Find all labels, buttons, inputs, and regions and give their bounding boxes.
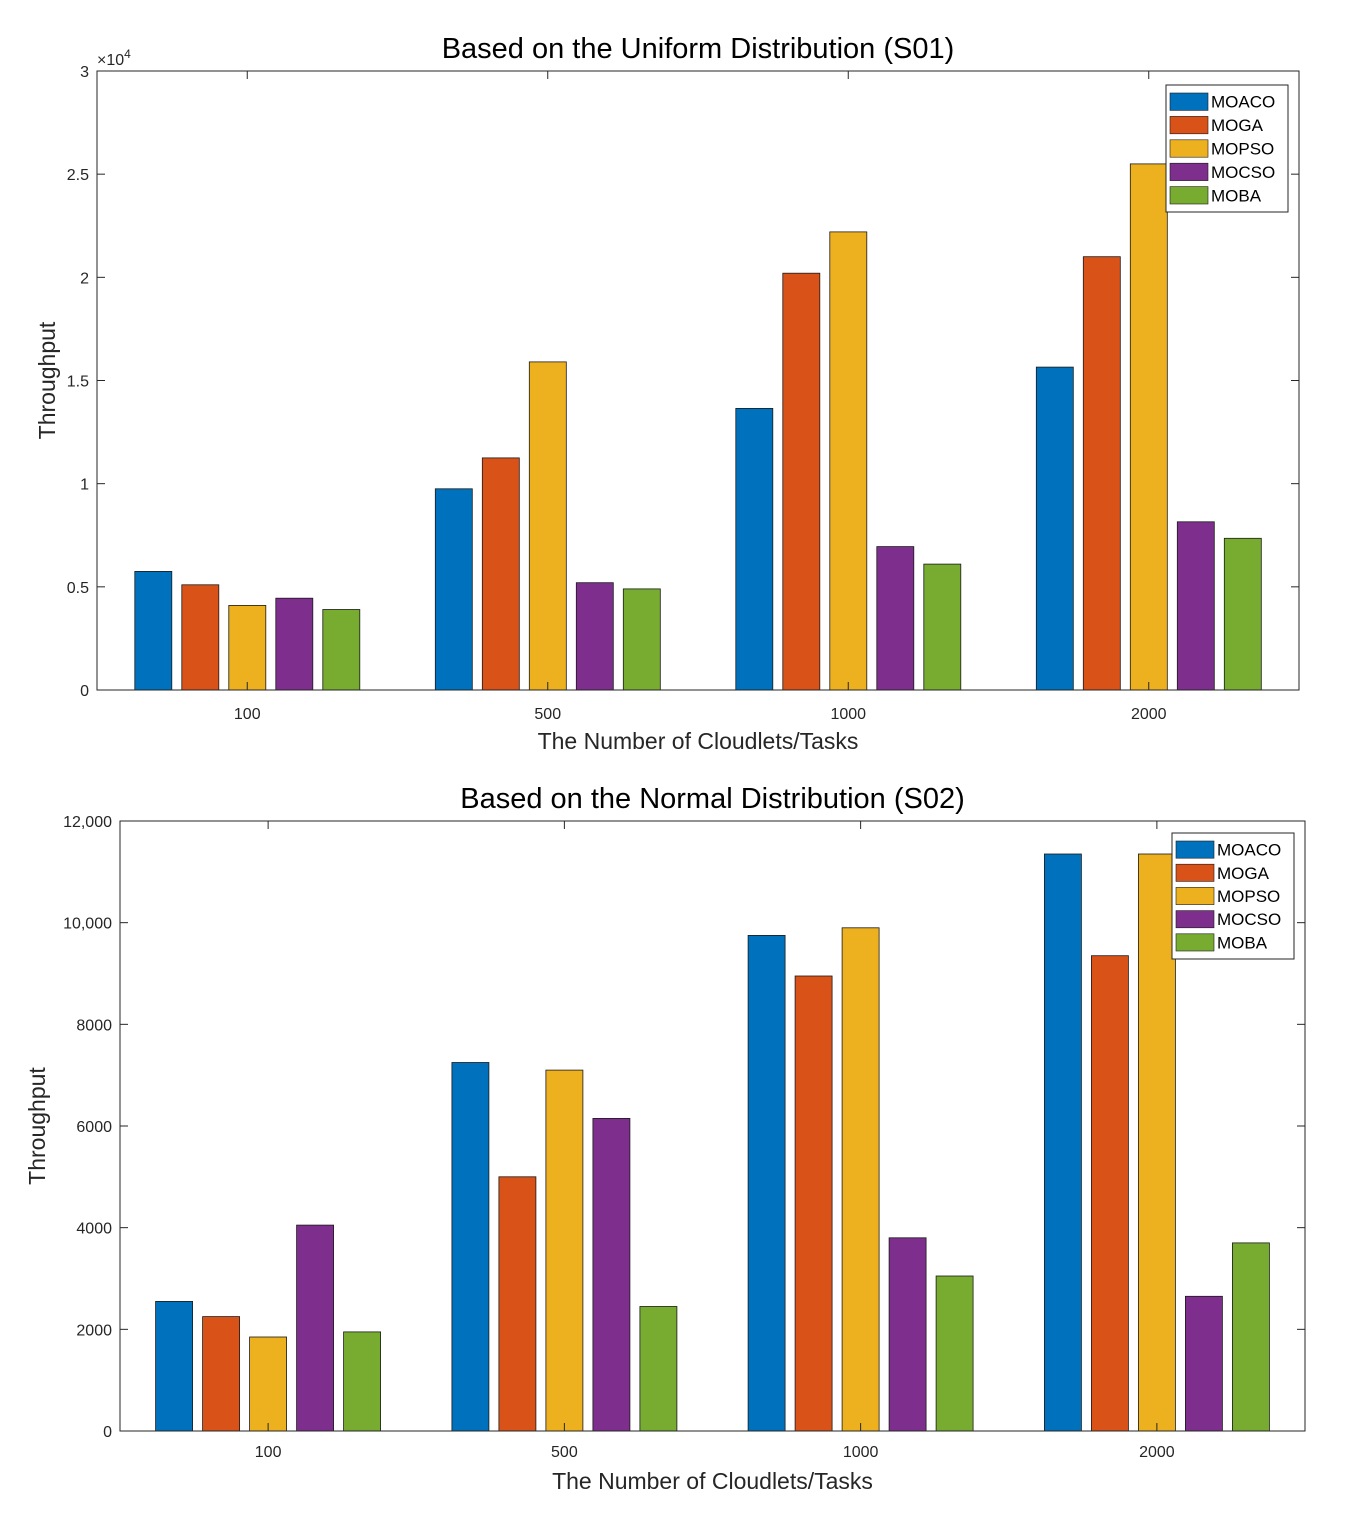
legend-label-moaco: MOACO bbox=[1217, 841, 1281, 860]
legend-label-mopso: MOPSO bbox=[1217, 887, 1280, 906]
y-tick-label: 1 bbox=[80, 477, 89, 494]
bar-moba-100 bbox=[322, 609, 361, 691]
bar-moga-2000 bbox=[1082, 256, 1121, 691]
bar-mocso-2000 bbox=[1176, 521, 1215, 691]
legend-label-moaco: MOACO bbox=[1211, 93, 1275, 112]
legend-swatch-moga bbox=[1175, 863, 1215, 882]
legend-swatch-moaco bbox=[1169, 92, 1209, 111]
bar-moaco-100 bbox=[155, 1301, 194, 1432]
y-tick-label: 1.5 bbox=[67, 374, 89, 391]
x-axis-label: The Number of Cloudlets/Tasks bbox=[538, 728, 859, 754]
legend-label-moba: MOBA bbox=[1217, 933, 1268, 952]
y-tick-label: 0 bbox=[103, 1424, 112, 1441]
x-axis-label: The Number of Cloudlets/Tasks bbox=[552, 1468, 873, 1494]
legend-label-mocso: MOCSO bbox=[1217, 910, 1281, 929]
legend-swatch-moba bbox=[1175, 933, 1215, 952]
y-tick-label: 2000 bbox=[76, 1322, 112, 1339]
x-tick-label: 500 bbox=[534, 706, 561, 723]
bar-mopso-100 bbox=[228, 605, 267, 691]
legend-label-moga: MOGA bbox=[1211, 116, 1264, 135]
y-tick-label: 2 bbox=[80, 270, 89, 287]
bar-mopso-1000 bbox=[829, 231, 868, 691]
legend-swatch-mopso bbox=[1169, 139, 1209, 158]
y-tick-label: 2.5 bbox=[67, 167, 89, 184]
bar-moaco-100 bbox=[134, 571, 173, 691]
bar-moba-2000 bbox=[1223, 537, 1262, 691]
bar-moba-500 bbox=[622, 588, 661, 691]
bar-mocso-2000 bbox=[1185, 1295, 1223, 1432]
y-exponent-power: 4 bbox=[124, 47, 131, 61]
bar-moaco-500 bbox=[451, 1062, 490, 1432]
x-tick-label: 100 bbox=[234, 706, 261, 723]
bar-mopso-100 bbox=[249, 1336, 288, 1432]
bar-moga-100 bbox=[181, 584, 220, 691]
y-tick-label: 0.5 bbox=[67, 580, 89, 597]
bar-moga-100 bbox=[202, 1316, 241, 1432]
bar-moga-1000 bbox=[782, 272, 821, 691]
x-tick-label: 100 bbox=[255, 1444, 282, 1461]
bar-moba-1000 bbox=[935, 1275, 974, 1432]
legend-label-mocso: MOCSO bbox=[1211, 163, 1275, 182]
x-tick-label: 1000 bbox=[830, 706, 866, 723]
bar-moga-1000 bbox=[794, 975, 833, 1432]
bar-mopso-2000 bbox=[1129, 163, 1168, 691]
bar-moaco-1000 bbox=[735, 407, 774, 691]
legend-label-mopso: MOPSO bbox=[1211, 140, 1274, 159]
chart-title: Based on the Normal Distribution (S02) bbox=[460, 783, 965, 815]
bar-mopso-2000 bbox=[1138, 853, 1176, 1432]
chart-1: 0 0.5 1 1.5 2 2.5 3 100 500 1000 2000 ×104 Based on … bbox=[34, 33, 1300, 754]
legend-swatch-mopso bbox=[1175, 887, 1215, 905]
legend-label-moga: MOGA bbox=[1217, 864, 1270, 883]
bar-mopso-500 bbox=[545, 1069, 584, 1432]
bar-moaco-2000 bbox=[1035, 366, 1074, 691]
bar-mocso-100 bbox=[275, 597, 314, 691]
bar-moaco-1000 bbox=[747, 935, 786, 1432]
x-tick-label: 500 bbox=[551, 1444, 578, 1461]
legend-swatch-moba bbox=[1169, 186, 1209, 205]
y-tick-label: 10,000 bbox=[63, 916, 112, 933]
legend: MOACO MOGA MOPSO MOCSO MOBA bbox=[1171, 832, 1295, 960]
x-tick-label: 2000 bbox=[1131, 706, 1167, 723]
bar-moga-2000 bbox=[1091, 955, 1129, 1432]
legend-swatch-mocso bbox=[1175, 910, 1215, 929]
bar-mopso-500 bbox=[528, 361, 567, 691]
y-tick-label: 0 bbox=[80, 683, 89, 700]
bar-moba-1000 bbox=[923, 563, 962, 691]
chart-title: Based on the Uniform Distribution (S01) bbox=[442, 33, 955, 65]
bar-moga-500 bbox=[481, 457, 520, 691]
bar-moba-500 bbox=[639, 1306, 678, 1432]
chart-2: 0 2000 4000 6000 8000 10,000 12,000 100 500 1000 2… bbox=[24, 783, 1306, 1494]
bar-mocso-500 bbox=[575, 582, 614, 691]
bar-mopso-1000 bbox=[841, 927, 880, 1432]
y-axis-label: Throughput bbox=[34, 321, 60, 439]
x-tick-label: 2000 bbox=[1139, 1444, 1175, 1461]
bar-mocso-1000 bbox=[876, 546, 915, 691]
y-exponent-label: ×104 bbox=[97, 47, 131, 69]
y-tick-label: 12,000 bbox=[63, 814, 112, 831]
legend: MOACO MOGA MOPSO MOCSO MOBA bbox=[1165, 84, 1289, 213]
bar-moba-100 bbox=[343, 1331, 382, 1432]
x-tick-label: 1000 bbox=[843, 1444, 879, 1461]
bar-mocso-100 bbox=[296, 1224, 335, 1432]
bar-mocso-500 bbox=[592, 1118, 631, 1432]
y-axis-label: Throughput bbox=[24, 1067, 50, 1185]
bar-moaco-2000 bbox=[1044, 853, 1082, 1432]
bar-moaco-500 bbox=[434, 488, 473, 691]
y-tick-label: 6000 bbox=[76, 1119, 112, 1136]
y-tick-label: 3 bbox=[80, 64, 89, 81]
y-tick-label: 4000 bbox=[76, 1221, 112, 1238]
y-tick-label: 8000 bbox=[76, 1017, 112, 1034]
bar-mocso-1000 bbox=[888, 1237, 927, 1432]
legend-swatch-moga bbox=[1169, 116, 1209, 135]
legend-label-moba: MOBA bbox=[1211, 186, 1262, 205]
legend-swatch-moaco bbox=[1175, 840, 1215, 859]
legend-swatch-mocso bbox=[1169, 162, 1209, 181]
bar-moba-2000 bbox=[1232, 1242, 1270, 1432]
bar-moga-500 bbox=[498, 1176, 537, 1432]
